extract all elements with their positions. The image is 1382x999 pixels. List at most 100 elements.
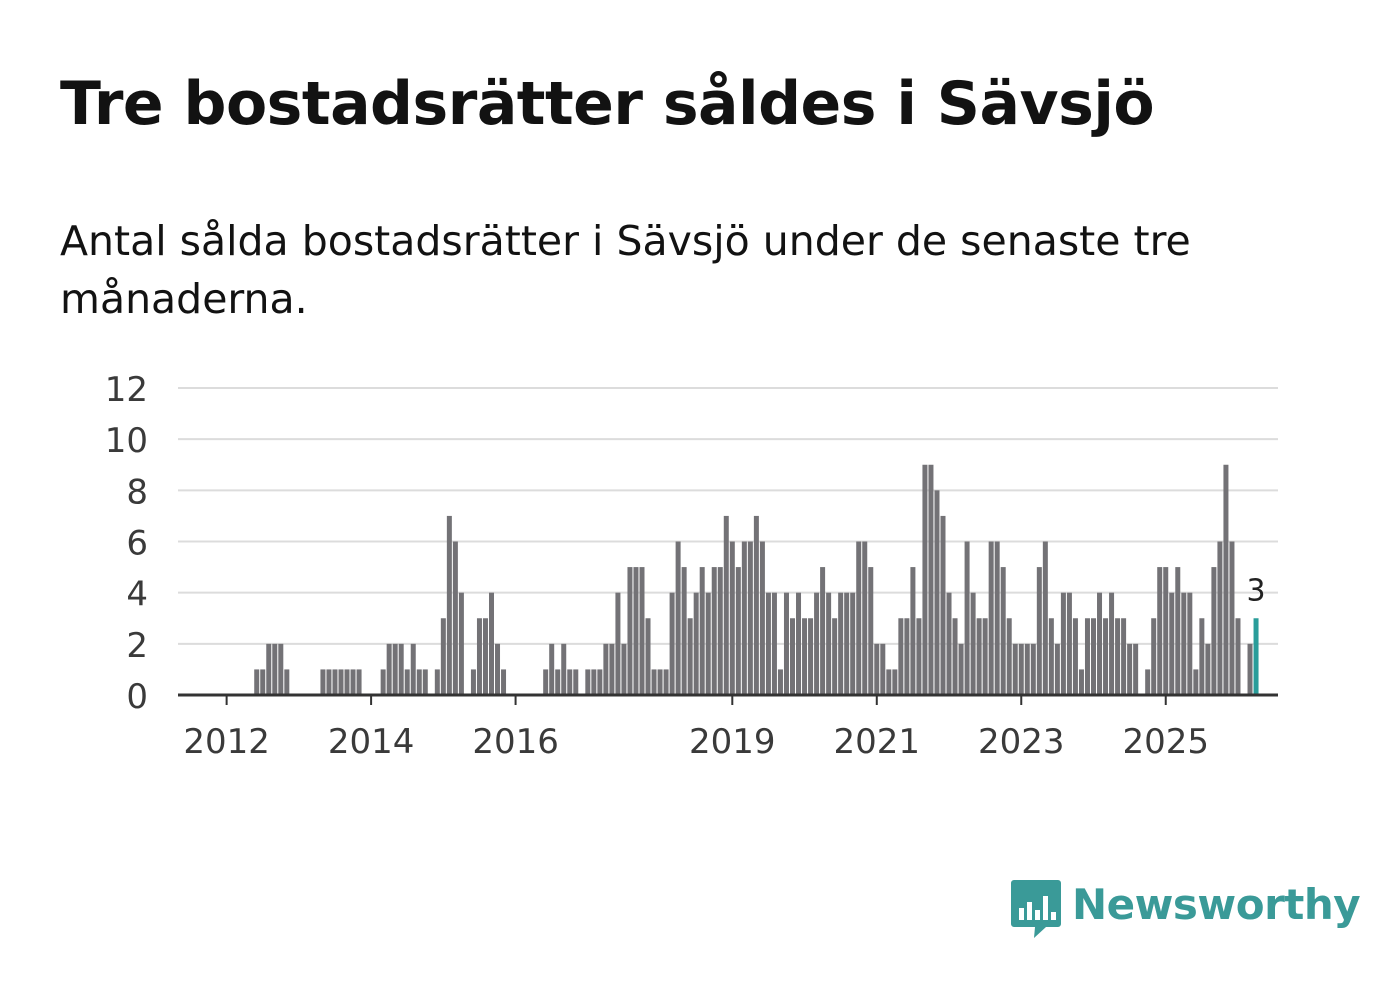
bar [266,643,272,695]
y-tick-label: 2 [126,626,148,666]
bar [1235,618,1241,695]
bar [440,618,446,695]
bar [994,541,1000,695]
bar [675,541,681,695]
bar [1205,643,1211,695]
bar [597,669,603,695]
bar [645,618,651,695]
y-tick-label: 6 [126,524,148,564]
bar [976,618,982,695]
bar [1121,618,1127,695]
y-tick-label: 10 [105,421,148,461]
bar [1127,643,1133,695]
newsworthy-chart-bubble-icon [1011,880,1061,938]
bar [1145,669,1151,695]
bar [338,669,344,695]
highlighted-bar [1253,618,1259,695]
bar-series [254,464,1259,695]
bar [495,643,501,695]
x-tick-label: 2021 [834,722,921,762]
bar [1187,592,1193,695]
x-tick-label: 2019 [689,722,776,762]
bar [663,669,669,695]
bar [1066,592,1072,695]
bar [1018,643,1024,695]
bar [802,618,808,695]
y-tick-label: 4 [126,575,148,615]
bar [1109,592,1115,695]
bar [1006,618,1012,695]
bar [609,643,615,695]
bar [922,464,928,695]
bar [549,643,555,695]
brand-name: Newsworthy [1072,880,1361,929]
bar [422,669,428,695]
newsworthy-logo: Newsworthy [1010,878,1361,942]
bar [723,515,729,695]
highlight-value-label: 3 [1246,573,1265,608]
bar [1103,618,1109,695]
bar [880,643,886,695]
bar [946,592,952,695]
bar [958,643,964,695]
bar [952,618,958,695]
bar [1024,643,1030,695]
bar [561,643,567,695]
bar [573,669,579,695]
bar [633,567,639,695]
bar [729,541,735,695]
bar [850,592,856,695]
bar [892,669,898,695]
bar [476,618,482,695]
bar [988,541,994,695]
x-tick-label: 2014 [328,722,415,762]
bar [1072,618,1078,695]
bar [1012,643,1018,695]
bar [434,669,440,695]
bar [796,592,802,695]
bar [735,567,741,695]
bar [543,669,549,695]
bar [693,592,699,695]
bar [1217,541,1223,695]
bar [771,592,777,695]
bar [783,592,789,695]
bar [1042,541,1048,695]
bar [398,643,404,695]
bar [868,567,874,695]
bar [320,669,326,695]
bar [1060,592,1066,695]
bar [747,541,753,695]
bar [862,541,868,695]
x-tick-label: 2012 [183,722,270,762]
bar [410,643,416,695]
bar [272,643,278,695]
bar [1175,567,1181,695]
bar [1133,643,1139,695]
bar [814,592,820,695]
bar [1193,669,1199,695]
bar [759,541,765,695]
bar [705,592,711,695]
bar-chart: 0 2 4 6 8 10 12 2012 2014 2016 2019 2021 2023 2025 3 [105,370,1278,762]
bar [621,643,627,695]
bar [1030,643,1036,695]
bar [904,618,910,695]
bar [765,592,771,695]
bar [1211,567,1217,695]
bar [820,567,826,695]
bar [1091,618,1096,695]
x-axis: 2012 2014 2016 2019 2021 2023 2025 [178,693,1278,762]
bar [1078,669,1084,695]
bar [1036,567,1042,695]
bar [681,567,687,695]
bar [790,618,795,695]
bar [585,669,591,695]
bar [1000,567,1006,695]
bar [1181,592,1187,695]
bar [886,669,892,695]
bar [254,669,260,695]
bar [380,669,386,695]
bar [777,669,783,695]
bar [482,618,488,695]
